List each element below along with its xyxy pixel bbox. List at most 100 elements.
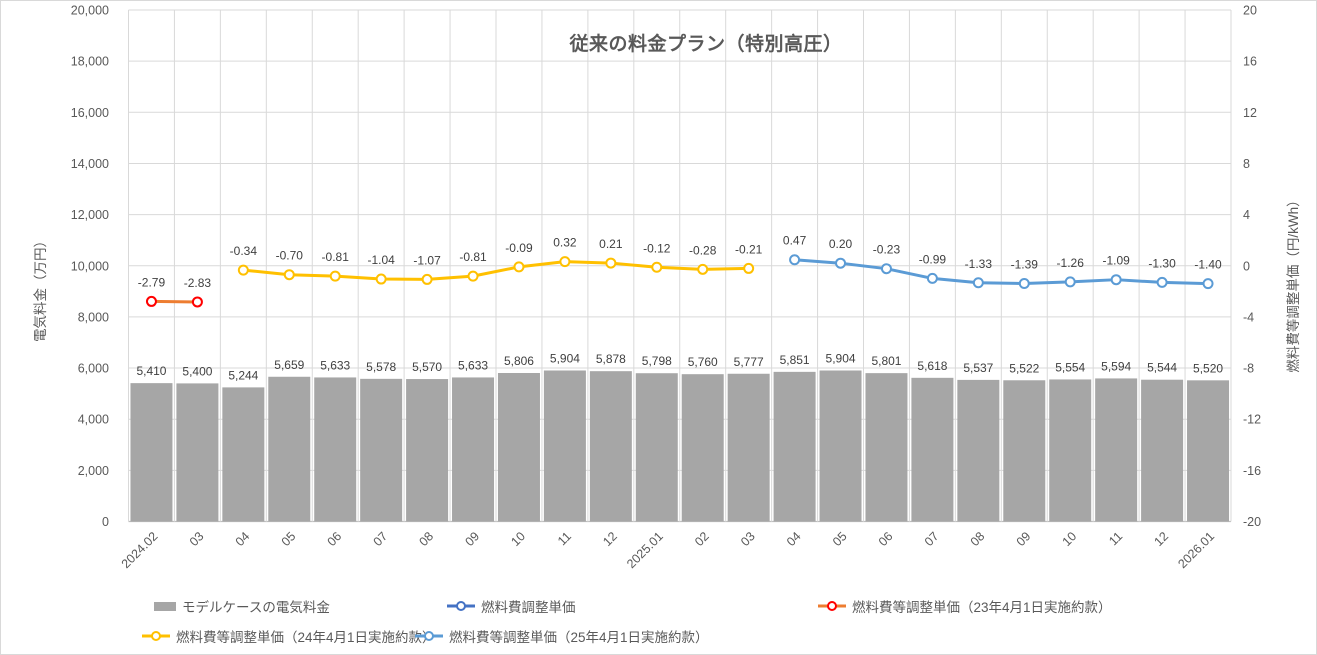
- x-axis-tick: 05: [830, 529, 850, 549]
- bar-value-label: 5,904: [826, 352, 856, 366]
- bar-value-label: 5,777: [734, 355, 764, 369]
- x-axis-tick: 09: [1014, 529, 1034, 549]
- point-value-label: 0.32: [553, 236, 577, 250]
- point-value-label: -2.83: [184, 276, 212, 290]
- bar-value-label: 5,410: [136, 364, 166, 378]
- x-axis-tick: 06: [876, 529, 896, 549]
- bar: [819, 370, 862, 522]
- right-axis-tick: 8: [1243, 157, 1250, 171]
- bar: [1095, 378, 1138, 522]
- point-value-label: -0.21: [735, 242, 763, 256]
- bar: [589, 371, 632, 522]
- bar-value-label: 5,400: [182, 364, 212, 378]
- bar-value-label: 5,801: [871, 354, 901, 368]
- bar: [865, 373, 908, 522]
- x-axis-tick: 08: [416, 529, 436, 549]
- point-value-label: 0.20: [829, 237, 853, 251]
- point-value-label: -0.23: [873, 243, 901, 257]
- bar-value-label: 5,522: [1009, 361, 1039, 375]
- line-marker: [375, 273, 387, 285]
- bar: [543, 370, 586, 522]
- right-axis-tick: -8: [1243, 362, 1254, 376]
- left-axis-title: 電気料金（万円）: [33, 234, 48, 342]
- bar: [452, 377, 495, 522]
- point-value-label: 0.21: [599, 237, 623, 251]
- line-marker: [191, 296, 203, 308]
- line-marker: [559, 256, 571, 268]
- right-axis-tick: -16: [1243, 464, 1261, 478]
- left-axis-tick: 0: [102, 515, 109, 529]
- x-axis-tick: 11: [1106, 529, 1125, 548]
- line-marker: [145, 295, 157, 307]
- x-axis-tick: 04: [784, 529, 804, 549]
- x-axis-tick: 12: [1151, 529, 1171, 549]
- right-axis-title: 燃料費等調整単価（円/kWh）: [1286, 193, 1301, 373]
- left-axis-tick: 14,000: [71, 157, 109, 171]
- point-value-label: -1.30: [1148, 256, 1176, 270]
- x-axis-tick: 09: [462, 529, 482, 549]
- x-axis-tick: 03: [738, 529, 758, 549]
- line-marker: [1110, 274, 1122, 286]
- bar-value-label: 5,633: [320, 358, 350, 372]
- point-value-label: -0.09: [505, 241, 533, 255]
- line-series: [149, 299, 199, 304]
- bar: [130, 383, 173, 522]
- line-marker: [329, 270, 341, 282]
- bar: [176, 383, 219, 522]
- point-value-label: -1.33: [965, 257, 993, 271]
- right-axis-tick: 0: [1243, 259, 1250, 273]
- bar-value-label: 5,851: [780, 353, 810, 367]
- left-axis-tick: 12,000: [71, 208, 109, 222]
- left-axis-tick: 2,000: [78, 464, 109, 478]
- bar: [1003, 380, 1046, 522]
- line-marker: [972, 277, 984, 289]
- point-value-label: -0.12: [643, 241, 671, 255]
- x-axis-tick: 07: [371, 529, 391, 549]
- right-axis-tick: -12: [1243, 413, 1261, 427]
- x-axis-tick: 07: [922, 529, 942, 549]
- bar-value-label: 5,578: [366, 360, 396, 374]
- point-value-label: -1.39: [1011, 258, 1039, 272]
- bar-value-label: 5,806: [504, 354, 534, 368]
- left-axis-tick: 10,000: [71, 259, 109, 273]
- right-axis-tick: 16: [1243, 55, 1257, 69]
- bar-value-label: 5,570: [412, 360, 442, 374]
- bar-value-label: 5,520: [1193, 361, 1223, 375]
- point-value-label: -0.99: [919, 252, 947, 266]
- x-axis-tick: 03: [187, 529, 207, 549]
- x-axis-tick: 10: [508, 529, 528, 549]
- x-axis-tick: 05: [279, 529, 299, 549]
- line-marker: [697, 263, 709, 275]
- right-axis-tick: 20: [1243, 4, 1257, 18]
- x-axis-tick: 04: [233, 529, 253, 549]
- right-axis-tick: 4: [1243, 208, 1250, 222]
- line-series: [793, 258, 1210, 286]
- point-value-label: -0.28: [689, 243, 717, 257]
- right-axis-tick: -4: [1243, 310, 1254, 324]
- bar-value-label: 5,633: [458, 358, 488, 372]
- left-axis-tick: 20,000: [71, 4, 109, 18]
- bar-value-label: 5,659: [274, 358, 304, 372]
- bar: [268, 376, 311, 522]
- bar: [1049, 379, 1092, 522]
- bar-value-label: 5,244: [228, 368, 258, 382]
- bar: [1141, 379, 1184, 522]
- line-marker: [283, 269, 295, 281]
- bar: [957, 379, 1000, 522]
- line-marker: [237, 264, 249, 276]
- x-axis-tick: 2025.01: [624, 529, 666, 571]
- x-axis-tick: 10: [1060, 529, 1080, 549]
- bar: [497, 373, 540, 522]
- line-marker: [1156, 276, 1168, 288]
- bar: [1187, 380, 1230, 522]
- point-value-label: -0.81: [322, 250, 350, 264]
- chart-title: 従来の料金プラン（特別高圧）: [569, 34, 843, 55]
- bar-value-label: 5,618: [917, 359, 947, 373]
- line-marker: [926, 272, 938, 284]
- bar: [314, 377, 357, 522]
- x-axis-tick: 2024.02: [119, 529, 161, 571]
- line-marker: [1064, 276, 1076, 288]
- bar: [727, 373, 770, 522]
